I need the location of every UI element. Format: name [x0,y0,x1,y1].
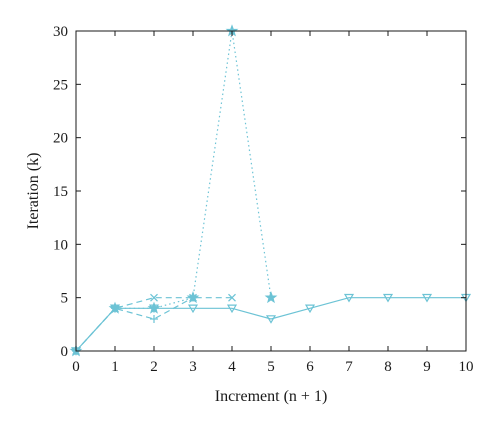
triangle-marker [382,293,394,303]
series-line [75,297,466,352]
plus-marker [150,315,158,323]
triangle-marker [187,304,199,314]
star-marker [108,301,122,314]
x-marker [228,293,236,302]
plot-frame [75,30,467,352]
y-tick-label: 10 [53,237,68,253]
x-tick-label: 8 [384,359,392,375]
y-tick-label: 0 [61,344,69,360]
triangle-marker [265,315,277,324]
series-2 [72,293,197,355]
series-line [75,297,232,352]
x-tick-label: 2 [150,359,158,375]
star-marker [186,290,200,304]
y-tick-label: 20 [53,131,68,147]
x-tick-label: 7 [345,359,353,375]
x-tick-label: 1 [111,359,119,375]
triangle-marker [421,293,433,303]
star-marker [147,301,161,314]
triangle-marker [343,293,355,303]
star-marker [264,290,278,304]
triangle-marker [304,304,316,314]
x-marker [150,293,158,302]
triangle-marker [226,304,238,314]
x-tick-label: 4 [228,359,236,375]
y-axis-label: Iteration (k) [25,153,42,230]
series-line [75,30,272,352]
x-axis-label: Increment (n + 1) [215,388,328,405]
y-tick-label: 15 [53,184,68,200]
series-line [75,297,194,352]
x-tick-label: 0 [72,359,80,375]
x-tick-label: 10 [459,359,474,375]
y-tick-label: 30 [53,24,68,40]
y-tick-label: 5 [61,291,69,307]
x-tick-label: 6 [306,359,314,375]
y-tick-label: 25 [53,77,68,93]
axis-ticks: 0 1 2 3 4 5 6 7 8 9 10 0 5 10 15 20 25 30 [53,24,474,375]
x-tick-label: 5 [267,359,275,375]
x-tick-label: 9 [423,359,431,375]
plot-marks [69,24,472,357]
x-tick-label: 3 [189,359,197,375]
series-4 [69,24,278,357]
